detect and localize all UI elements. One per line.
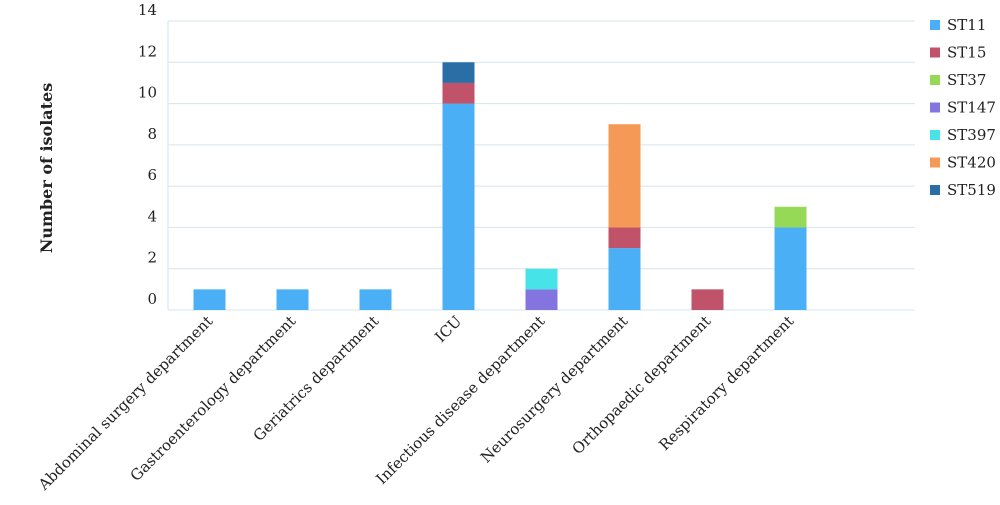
legend-swatch xyxy=(930,157,940,168)
y-tick-label: 2 xyxy=(147,249,157,267)
bar-segment xyxy=(193,289,226,310)
bar-segment xyxy=(608,124,641,228)
bar-segment xyxy=(442,82,475,104)
legend-swatch xyxy=(930,75,940,85)
x-tick-label: Abdominal surgery department xyxy=(34,312,216,494)
legend-swatch xyxy=(930,102,940,113)
bar-segment xyxy=(691,289,724,310)
bar-segment xyxy=(774,206,807,228)
x-tick-label: Orthopaedic department xyxy=(569,312,715,458)
y-tick-label: 6 xyxy=(147,166,157,184)
legend-label: ST37 xyxy=(947,71,986,89)
legend-label: ST15 xyxy=(947,44,986,62)
legend-label: ST519 xyxy=(947,181,996,199)
y-axis-title: Number of isolates xyxy=(37,83,56,253)
bar-segment xyxy=(774,227,807,310)
x-tick-label: ICU xyxy=(431,312,465,346)
legend-swatch xyxy=(930,185,940,195)
bar-segment xyxy=(442,62,475,83)
bar-segment xyxy=(525,289,558,310)
bar-segment xyxy=(525,268,558,290)
y-tick-label: 10 xyxy=(138,84,157,102)
x-tick-label: Infectious disease department xyxy=(372,312,548,488)
bar-segment xyxy=(276,289,309,310)
legend-label: ST147 xyxy=(947,99,996,117)
x-tick-label: Gastroenterology department xyxy=(127,312,300,485)
legend-label: ST420 xyxy=(947,154,996,172)
y-tick-label: 8 xyxy=(147,125,157,143)
y-tick-label: 14 xyxy=(138,1,157,19)
y-tick-label: 4 xyxy=(147,207,157,225)
x-tick-label: Respiratory department xyxy=(655,312,797,454)
bar-segment xyxy=(442,103,475,310)
x-tick-label: Neurosurgery department xyxy=(477,312,631,466)
legend-label: ST11 xyxy=(947,16,986,34)
legend-swatch xyxy=(930,130,940,140)
y-tick-label: 0 xyxy=(147,290,157,308)
legend-swatch xyxy=(930,20,940,30)
legend-swatch xyxy=(930,47,940,58)
legend-label: ST397 xyxy=(947,126,996,144)
bar-segment xyxy=(608,248,641,310)
bar-segment xyxy=(608,227,641,249)
bar-segment xyxy=(359,289,392,310)
y-tick-label: 12 xyxy=(138,42,157,60)
